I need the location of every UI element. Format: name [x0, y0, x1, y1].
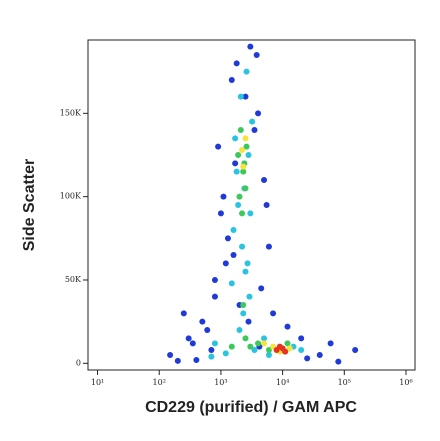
- point: [242, 93, 249, 100]
- point: [236, 193, 243, 200]
- point: [189, 340, 196, 347]
- point: [263, 202, 270, 208]
- point: [220, 193, 227, 200]
- point: [251, 127, 258, 133]
- point: [247, 210, 254, 217]
- point: [304, 355, 311, 362]
- point: [204, 327, 211, 333]
- point: [255, 340, 262, 347]
- point: [211, 340, 218, 347]
- x-tick-label: 10²: [153, 378, 166, 387]
- point: [327, 340, 334, 347]
- point: [255, 110, 262, 117]
- point: [228, 280, 235, 287]
- point: [245, 152, 252, 158]
- point: [261, 335, 268, 342]
- point: [243, 68, 250, 75]
- point: [298, 335, 305, 342]
- point: [286, 345, 293, 352]
- x-tick-label: 10⁶: [399, 378, 412, 387]
- point: [251, 347, 258, 353]
- point: [211, 277, 218, 283]
- plot-frame: [87, 39, 416, 371]
- x-axis-label: CD229 (purified) / GAM APC: [145, 399, 357, 416]
- point: [185, 335, 192, 342]
- point: [167, 352, 174, 358]
- point: [240, 310, 247, 317]
- point: [235, 202, 242, 208]
- x-tick-label: 10³: [214, 378, 227, 387]
- point: [246, 293, 253, 300]
- point: [208, 353, 215, 360]
- point: [235, 152, 242, 158]
- point: [239, 147, 246, 153]
- y-axis-label: Side Scatter: [21, 159, 38, 251]
- point: [247, 43, 254, 50]
- point: [193, 357, 200, 363]
- point: [228, 77, 235, 83]
- point: [240, 163, 247, 170]
- point: [230, 252, 237, 258]
- point: [335, 358, 342, 365]
- point: [211, 293, 218, 300]
- point: [243, 143, 250, 150]
- point: [244, 260, 251, 267]
- point: [352, 347, 359, 353]
- point: [232, 135, 239, 142]
- y-tick-label: 0: [76, 358, 81, 367]
- point: [261, 340, 268, 347]
- point: [270, 310, 277, 317]
- y-tick-label: 50K: [65, 275, 82, 284]
- point: [237, 93, 244, 100]
- point: [242, 268, 249, 275]
- point: [247, 343, 254, 350]
- point: [253, 52, 260, 58]
- point: [282, 348, 289, 355]
- x-tick-label: 10¹: [91, 378, 104, 387]
- point: [284, 323, 291, 330]
- point: [239, 210, 246, 217]
- point: [239, 243, 246, 250]
- point: [174, 357, 181, 364]
- point: [240, 168, 247, 175]
- point: [249, 118, 256, 125]
- point: [208, 347, 215, 353]
- point: [233, 60, 240, 67]
- point: [265, 243, 272, 250]
- point: [265, 347, 272, 353]
- point: [199, 318, 206, 325]
- x-tick-label: 10⁴: [276, 378, 289, 387]
- point: [237, 127, 244, 133]
- y-tick-label: 150K: [60, 108, 82, 117]
- point: [261, 177, 268, 183]
- point: [224, 235, 231, 242]
- point: [242, 335, 249, 342]
- point: [240, 302, 247, 308]
- point: [180, 310, 187, 317]
- point: [242, 185, 249, 192]
- point: [228, 343, 235, 350]
- point: [276, 343, 283, 350]
- point: [230, 227, 237, 233]
- point: [222, 350, 229, 357]
- point: [232, 160, 239, 167]
- point: [284, 340, 291, 347]
- point: [217, 210, 224, 217]
- y-tick-label: 100K: [60, 192, 82, 201]
- point: [298, 347, 305, 353]
- point: [222, 260, 229, 267]
- point: [215, 143, 222, 150]
- point: [316, 352, 323, 358]
- point: [242, 135, 249, 142]
- point: [258, 285, 265, 292]
- x-tick-label: 10⁵: [338, 378, 351, 387]
- point: [236, 327, 243, 333]
- point: [265, 352, 272, 358]
- point: [245, 318, 252, 325]
- point: [233, 168, 240, 175]
